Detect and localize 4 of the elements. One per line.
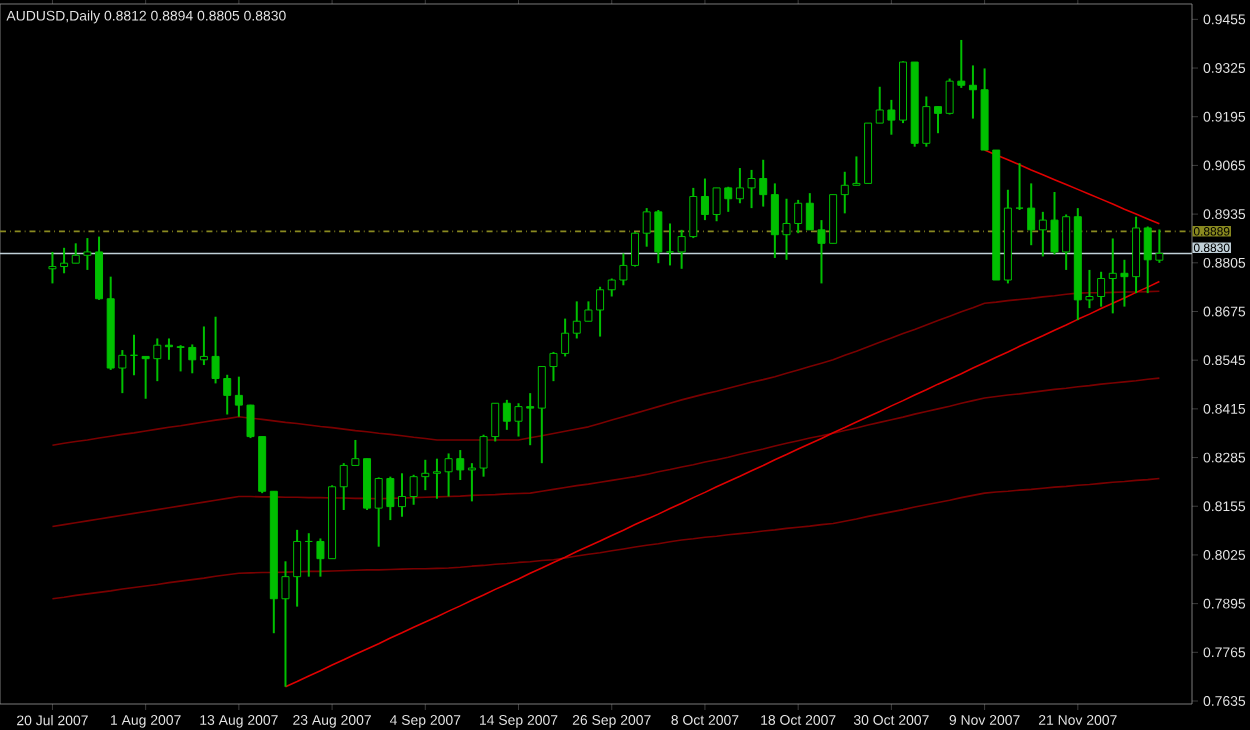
candlestick [1027, 182, 1036, 247]
line-series [284, 280, 1161, 688]
candlestick [665, 222, 674, 267]
candlestick [1015, 162, 1024, 211]
